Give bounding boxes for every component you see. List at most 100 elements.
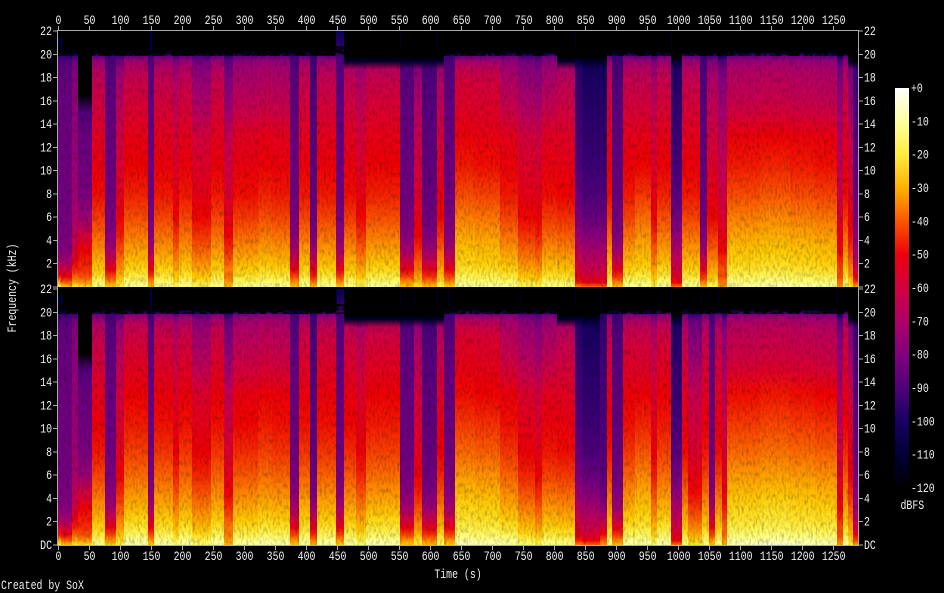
svg-text:450: 450 (329, 550, 347, 564)
svg-text:Created by SoX: Created by SoX (1, 579, 84, 593)
svg-text:22: 22 (40, 25, 52, 39)
svg-text:4: 4 (46, 492, 52, 506)
svg-text:150: 150 (143, 550, 161, 564)
svg-text:200: 200 (174, 550, 192, 564)
svg-text:0: 0 (56, 550, 62, 564)
svg-text:DC: DC (40, 539, 52, 553)
svg-text:550: 550 (391, 14, 409, 28)
svg-text:0: 0 (56, 14, 62, 28)
svg-text:4: 4 (46, 234, 52, 248)
svg-text:1000: 1000 (667, 550, 691, 564)
svg-text:1050: 1050 (698, 550, 722, 564)
svg-text:350: 350 (267, 14, 285, 28)
svg-text:10: 10 (864, 165, 876, 179)
svg-text:2: 2 (864, 258, 870, 272)
svg-text:20: 20 (40, 306, 52, 320)
svg-text:400: 400 (298, 550, 316, 564)
svg-text:10: 10 (864, 423, 876, 437)
svg-text:2: 2 (46, 258, 52, 272)
svg-text:6: 6 (46, 211, 52, 225)
svg-text:22: 22 (40, 283, 52, 297)
svg-text:20: 20 (40, 48, 52, 62)
svg-text:750: 750 (515, 14, 533, 28)
svg-text:DC: DC (864, 539, 876, 553)
svg-text:900: 900 (608, 550, 626, 564)
svg-text:10: 10 (40, 423, 52, 437)
svg-text:18: 18 (864, 330, 876, 344)
svg-text:8: 8 (864, 446, 870, 460)
svg-text:-90: -90 (911, 382, 929, 396)
svg-text:1050: 1050 (698, 14, 722, 28)
svg-text:-80: -80 (911, 349, 929, 363)
svg-text:800: 800 (546, 550, 564, 564)
svg-text:12: 12 (40, 399, 52, 413)
svg-text:Frequency (kHz): Frequency (kHz) (6, 244, 20, 333)
svg-text:100: 100 (112, 550, 130, 564)
svg-text:350: 350 (267, 550, 285, 564)
svg-text:22: 22 (864, 25, 876, 39)
svg-text:-40: -40 (911, 215, 929, 229)
svg-text:18: 18 (40, 330, 52, 344)
svg-text:12: 12 (864, 141, 876, 155)
svg-text:16: 16 (40, 353, 52, 367)
svg-text:4: 4 (864, 234, 870, 248)
svg-text:4: 4 (864, 492, 870, 506)
svg-text:6: 6 (864, 211, 870, 225)
svg-text:850: 850 (577, 550, 595, 564)
svg-text:1150: 1150 (760, 550, 784, 564)
svg-text:400: 400 (298, 14, 316, 28)
svg-text:50: 50 (84, 14, 96, 28)
svg-text:550: 550 (391, 550, 409, 564)
svg-text:1150: 1150 (760, 14, 784, 28)
svg-text:-50: -50 (911, 249, 929, 263)
svg-text:200: 200 (174, 14, 192, 28)
svg-text:650: 650 (453, 550, 471, 564)
svg-text:14: 14 (40, 118, 52, 132)
svg-text:6: 6 (46, 469, 52, 483)
svg-text:250: 250 (205, 14, 223, 28)
svg-text:500: 500 (360, 550, 378, 564)
svg-text:250: 250 (205, 550, 223, 564)
svg-text:8: 8 (46, 446, 52, 460)
svg-text:14: 14 (864, 376, 876, 390)
svg-text:700: 700 (484, 14, 502, 28)
svg-text:-100: -100 (911, 415, 935, 429)
svg-text:Time (s): Time (s) (434, 568, 481, 582)
svg-text:20: 20 (864, 306, 876, 320)
svg-text:16: 16 (864, 95, 876, 109)
svg-text:1100: 1100 (729, 550, 753, 564)
svg-text:-60: -60 (911, 282, 929, 296)
svg-text:800: 800 (546, 14, 564, 28)
svg-text:1250: 1250 (822, 14, 846, 28)
svg-text:22: 22 (864, 283, 876, 297)
svg-text:650: 650 (453, 14, 471, 28)
svg-text:150: 150 (143, 14, 161, 28)
svg-text:850: 850 (577, 14, 595, 28)
svg-text:100: 100 (112, 14, 130, 28)
svg-text:16: 16 (864, 353, 876, 367)
svg-text:950: 950 (639, 14, 657, 28)
svg-text:300: 300 (236, 14, 254, 28)
svg-text:1200: 1200 (791, 14, 815, 28)
svg-text:-30: -30 (911, 182, 929, 196)
svg-text:18: 18 (40, 72, 52, 86)
svg-text:1250: 1250 (822, 550, 846, 564)
svg-text:600: 600 (422, 550, 440, 564)
svg-text:-20: -20 (911, 149, 929, 163)
svg-text:12: 12 (864, 399, 876, 413)
svg-text:-120: -120 (911, 482, 935, 496)
svg-text:1000: 1000 (667, 14, 691, 28)
svg-text:750: 750 (515, 550, 533, 564)
svg-text:20: 20 (864, 48, 876, 62)
svg-text:1100: 1100 (729, 14, 753, 28)
svg-text:950: 950 (639, 550, 657, 564)
svg-text:2: 2 (864, 516, 870, 530)
svg-text:14: 14 (40, 376, 52, 390)
svg-text:-110: -110 (911, 449, 935, 463)
svg-text:+0: +0 (911, 82, 923, 96)
svg-text:6: 6 (864, 469, 870, 483)
svg-text:700: 700 (484, 550, 502, 564)
svg-text:300: 300 (236, 550, 254, 564)
svg-text:2: 2 (46, 516, 52, 530)
svg-text:450: 450 (329, 14, 347, 28)
